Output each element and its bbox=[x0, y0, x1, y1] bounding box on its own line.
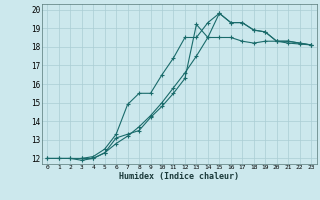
X-axis label: Humidex (Indice chaleur): Humidex (Indice chaleur) bbox=[119, 172, 239, 181]
